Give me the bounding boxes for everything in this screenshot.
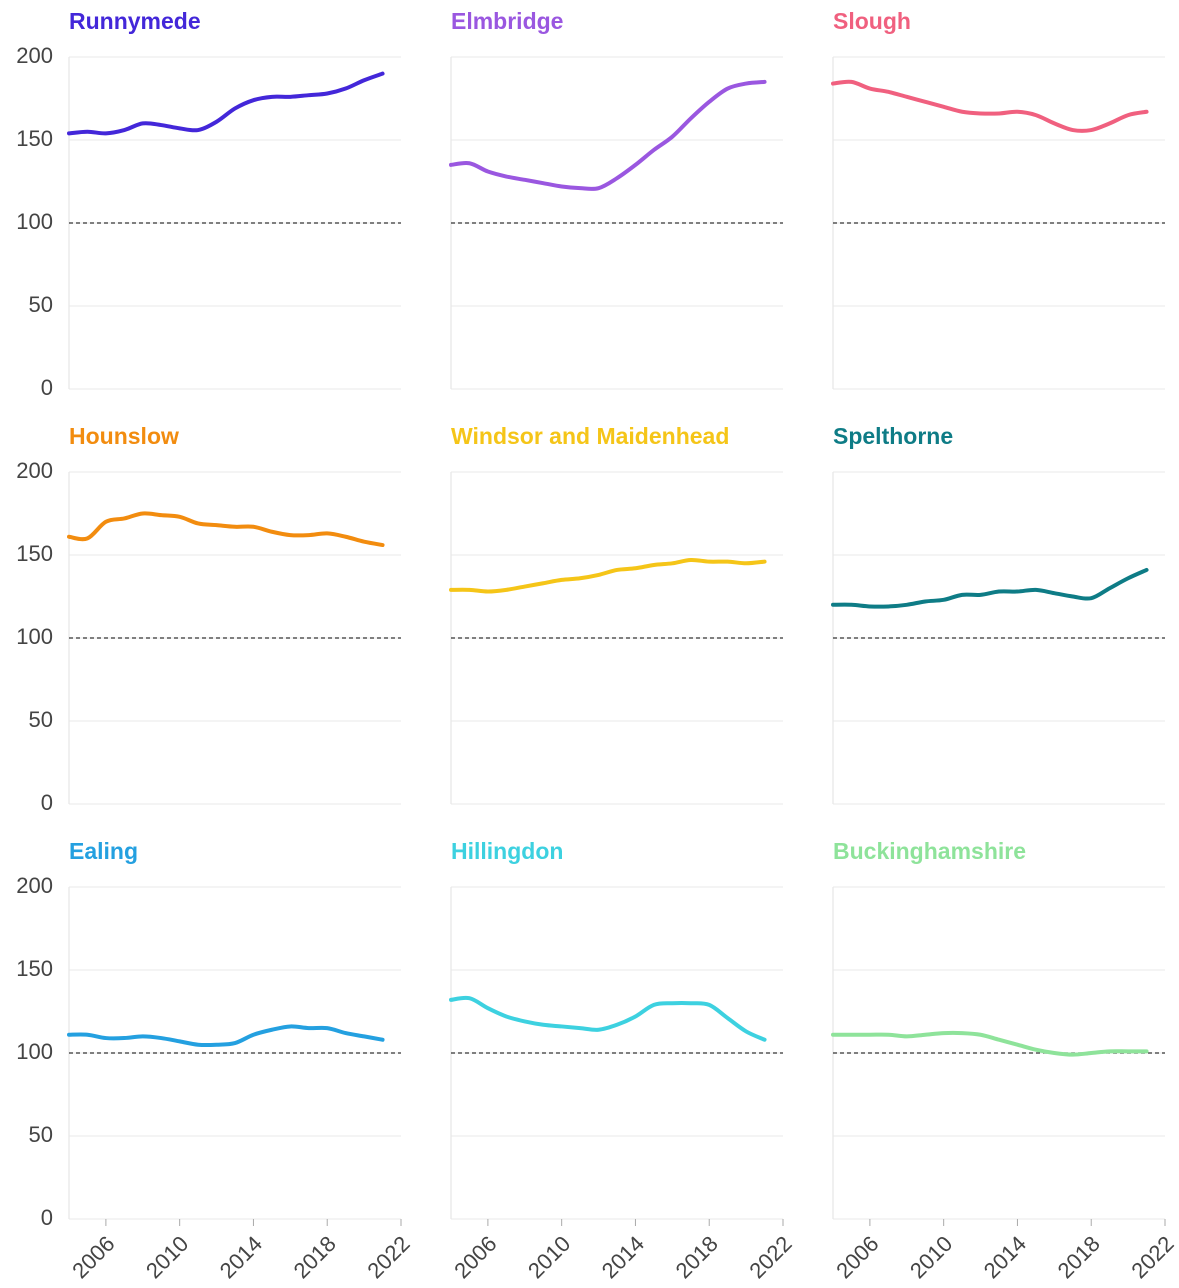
x-tick-label: 2010 [141, 1231, 193, 1283]
x-tick-label: 2010 [905, 1231, 957, 1283]
y-tick-label: 200 [16, 458, 53, 483]
x-tick-label: 2022 [744, 1231, 796, 1283]
panel-title: Runnymede [69, 8, 201, 34]
panel-title: Slough [833, 8, 911, 34]
series-line [67, 511, 385, 548]
series-line [67, 71, 385, 136]
panel-title: Hounslow [69, 423, 179, 449]
series-line [449, 557, 767, 594]
series-line [831, 567, 1149, 609]
panel-title: Windsor and Maidenhead [451, 423, 729, 449]
y-tick-label: 200 [16, 43, 53, 68]
x-tick-label: 2018 [671, 1231, 723, 1283]
y-tick-label: 150 [16, 541, 53, 566]
x-tick-label: 2006 [67, 1231, 119, 1283]
y-tick-label: 50 [29, 1122, 53, 1147]
y-tick-label: 0 [41, 375, 53, 400]
x-tick-label: 2022 [1126, 1231, 1178, 1283]
x-tick-label: 2014 [979, 1231, 1031, 1283]
x-tick-label: 2018 [289, 1231, 341, 1283]
panel-title: Hillingdon [451, 838, 563, 864]
series-line [449, 995, 767, 1042]
x-tick-label: 2014 [597, 1231, 649, 1283]
series-line [449, 79, 767, 191]
y-tick-label: 100 [16, 624, 53, 649]
x-tick-label: 2018 [1053, 1231, 1105, 1283]
series-line [67, 1024, 385, 1048]
y-tick-label: 50 [29, 707, 53, 732]
series-line [831, 79, 1149, 133]
y-tick-label: 150 [16, 956, 53, 981]
x-tick-label: 2014 [215, 1231, 267, 1283]
y-tick-label: 200 [16, 873, 53, 898]
panel-title: Spelthorne [833, 423, 953, 449]
y-tick-label: 100 [16, 209, 53, 234]
y-tick-label: 150 [16, 126, 53, 151]
y-tick-label: 0 [41, 790, 53, 815]
panel-title: Elmbridge [451, 8, 563, 34]
x-tick-label: 2006 [449, 1231, 501, 1283]
panel-title: Buckinghamshire [833, 838, 1026, 864]
y-tick-label: 0 [41, 1205, 53, 1230]
y-tick-label: 100 [16, 1039, 53, 1064]
x-tick-label: 2010 [523, 1231, 575, 1283]
series-line [831, 1030, 1149, 1057]
panel-title: Ealing [69, 838, 138, 864]
y-tick-label: 50 [29, 292, 53, 317]
x-tick-label: 2022 [362, 1231, 414, 1283]
x-tick-label: 2006 [831, 1231, 883, 1283]
